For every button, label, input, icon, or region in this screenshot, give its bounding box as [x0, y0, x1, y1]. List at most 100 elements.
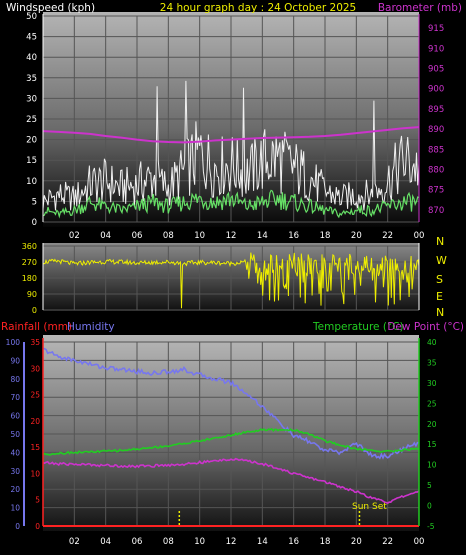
x-tick-label: 10 [194, 231, 205, 241]
temp-tick-label: 30 [427, 379, 437, 388]
humidity-tick-label: 20 [10, 485, 20, 494]
chart-title: 24 hour graph day : 24 October 2025 [160, 2, 356, 14]
direction-label: N [436, 306, 444, 319]
humidity-axis-label: Humidity [67, 321, 115, 333]
x-tick-label: 02 [69, 231, 80, 241]
panel-wind-barometer: 0 5 10 15 20 25 30 35 40 45 50 870 875 880 885 890 895 90… [6, 2, 462, 241]
panel-temp-humidity: 010203040506070809010005101520253035-505… [1, 321, 464, 547]
x-tick-label: 14 [257, 537, 268, 547]
rain-tick-label: 0 [35, 522, 40, 531]
y-tick-label-right: 885 [428, 145, 444, 155]
y-tick-label-right: 880 [428, 165, 444, 175]
rainfall-axis-label: Rainfall (mm) [1, 321, 72, 333]
humidity-tick-label: 60 [10, 412, 20, 421]
y-tick-label-right: 905 [428, 65, 444, 75]
humidity-tick-label: 100 [6, 338, 21, 347]
y-tick-label-right: 870 [428, 206, 444, 216]
panel-direction-series [42, 252, 420, 309]
rain-tick-label: 25 [30, 391, 40, 400]
y-tick-label-right: 910 [428, 44, 444, 54]
x-tick-label: 00 [414, 537, 425, 547]
x-tick-label: 04 [100, 537, 111, 547]
x-tick-label: 18 [320, 231, 331, 241]
x-tick-label: 14 [257, 231, 268, 241]
x-tick-label: 20 [351, 231, 362, 241]
x-tick-label: 20 [351, 537, 362, 547]
temp-tick-label: 35 [427, 358, 437, 367]
x-tick-label: 04 [100, 231, 111, 241]
gust-line [42, 80, 420, 211]
dewpoint-line [42, 457, 420, 505]
temp-tick-label: 10 [427, 461, 437, 470]
humidity-tick-label: 90 [10, 356, 20, 365]
windspeed-line [42, 189, 420, 219]
x-tick-label: 12 [226, 231, 237, 241]
direction-label: N [436, 235, 444, 248]
y-tick-label: 50 [26, 12, 37, 22]
y-tick-label: 15 [26, 156, 37, 166]
panel-wind-series [42, 80, 420, 219]
humidity-tick-label: 70 [10, 393, 20, 402]
x-tick-label: 18 [320, 537, 331, 547]
y-tick-label-right: 875 [428, 186, 444, 196]
x-tick-label: 12 [226, 537, 237, 547]
y-tick-label: 30 [26, 94, 37, 104]
temp-tick-label: 25 [427, 399, 437, 408]
y-tick-label: 0 [32, 306, 37, 315]
x-tick-label: 10 [194, 537, 205, 547]
humidity-tick-label: 80 [10, 375, 20, 384]
rain-tick-label: 20 [30, 417, 40, 426]
direction-label: S [436, 273, 443, 286]
panel-wind-axes: 0 5 10 15 20 25 30 35 40 45 50 870 875 880 885 890 895 90… [26, 12, 444, 241]
windspeed-axis-label: Windspeed (kph) [6, 2, 95, 14]
y-tick-label: 20 [26, 136, 37, 146]
x-tick-label: 08 [163, 231, 174, 241]
rain-tick-label: 5 [35, 496, 40, 505]
direction-label: W [436, 254, 447, 267]
x-tick-label: 16 [288, 537, 299, 547]
panel-direction-grid [43, 245, 420, 311]
y-tick-label-right: 895 [428, 105, 444, 115]
y-tick-label-right: 915 [428, 24, 444, 34]
direction-line [42, 252, 420, 309]
temperature-axis-label: Temperature (°C) [312, 321, 404, 333]
x-tick-label: 00 [414, 231, 425, 241]
rain-tick-label: 35 [30, 338, 40, 347]
temp-tick-label: 0 [427, 502, 432, 511]
y-tick-label-right: 890 [428, 125, 444, 135]
x-tick-label: 06 [132, 537, 143, 547]
temp-tick-label: 15 [427, 440, 437, 449]
humidity-tick-label: 10 [10, 504, 20, 513]
y-tick-label: 10 [26, 177, 37, 187]
y-tick-label: 40 [26, 53, 37, 63]
x-tick-label: 22 [382, 537, 393, 547]
y-tick-label: 0 [32, 218, 37, 228]
panel-temp-grid [43, 341, 420, 527]
x-tick-label: 22 [382, 231, 393, 241]
temp-tick-label: 40 [427, 338, 437, 347]
barometer-axis-label: Barometer (mb) [378, 2, 462, 14]
temperature-line [42, 427, 420, 456]
y-tick-label: 90 [27, 290, 37, 299]
y-tick-label: 35 [26, 74, 37, 84]
sunset-annotation: Sun Set [352, 502, 387, 512]
rain-tick-label: 15 [30, 443, 40, 452]
x-tick-label: 02 [69, 537, 80, 547]
rain-tick-label: 10 [30, 469, 40, 478]
humidity-tick-label: 40 [10, 448, 20, 457]
x-tick-label: 06 [132, 231, 143, 241]
barometer-line [42, 126, 420, 144]
temp-tick-label: -5 [427, 522, 435, 531]
temp-tick-label: 20 [427, 420, 437, 429]
x-tick-label: 08 [163, 537, 174, 547]
y-tick-label: 270 [22, 258, 37, 267]
rain-tick-label: 30 [30, 364, 40, 373]
panel-temp-series [42, 347, 420, 527]
dewpoint-axis-label: Dew Point (°C) [387, 321, 464, 333]
y-tick-label: 25 [26, 115, 37, 125]
y-tick-label: 360 [22, 242, 37, 251]
panel-temp-axes: 010203040506070809010005101520253035-505… [6, 338, 437, 547]
